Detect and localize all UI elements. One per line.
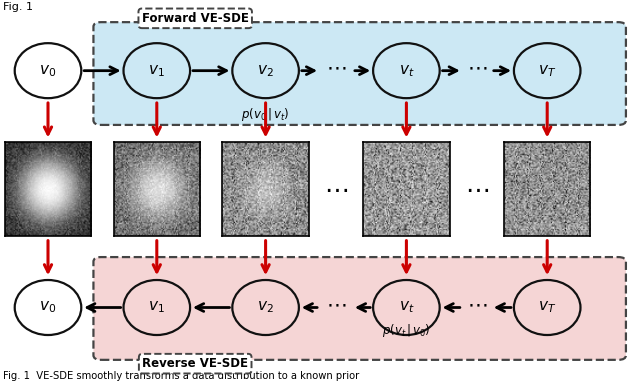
Text: $p(v_0\,|\,v_t)$: $p(v_0\,|\,v_t)$ [241, 106, 290, 123]
Ellipse shape [232, 43, 299, 98]
Text: $\cdots$: $\cdots$ [465, 177, 489, 201]
Text: $v_T$: $v_T$ [538, 63, 556, 79]
Text: Forward VE-SDE: Forward VE-SDE [142, 12, 248, 25]
Text: $v_0$: $v_0$ [40, 299, 56, 316]
Ellipse shape [373, 280, 440, 335]
FancyBboxPatch shape [93, 257, 626, 360]
Ellipse shape [373, 43, 440, 98]
Text: $v_t$: $v_t$ [399, 63, 414, 79]
Text: Reverse VE-SDE: Reverse VE-SDE [142, 357, 248, 370]
Text: $v_1$: $v_1$ [148, 299, 165, 316]
Text: $\cdots$: $\cdots$ [326, 58, 346, 78]
Text: $\cdots$: $\cdots$ [467, 58, 487, 78]
Ellipse shape [15, 43, 81, 98]
Text: $v_T$: $v_T$ [538, 299, 556, 316]
Text: $\cdots$: $\cdots$ [324, 177, 348, 201]
Text: Fig. 1  VE-SDE smoothly transforms a data distribution to a known prior: Fig. 1 VE-SDE smoothly transforms a data… [3, 371, 360, 381]
Ellipse shape [514, 280, 580, 335]
Text: $v_1$: $v_1$ [148, 63, 165, 79]
Ellipse shape [232, 280, 299, 335]
Ellipse shape [124, 280, 190, 335]
Ellipse shape [15, 280, 81, 335]
Text: $v_2$: $v_2$ [257, 63, 274, 79]
FancyBboxPatch shape [93, 22, 626, 125]
Text: Fig. 1: Fig. 1 [3, 2, 33, 12]
Text: $v_t$: $v_t$ [399, 299, 414, 316]
Text: $v_2$: $v_2$ [257, 299, 274, 316]
Text: $\cdots$: $\cdots$ [326, 295, 346, 314]
Text: $v_0$: $v_0$ [40, 63, 56, 79]
Ellipse shape [514, 43, 580, 98]
Text: $\cdots$: $\cdots$ [467, 295, 487, 314]
Text: $p(v_t\,|\,v_0)$: $p(v_t\,|\,v_0)$ [382, 322, 431, 339]
Ellipse shape [124, 43, 190, 98]
